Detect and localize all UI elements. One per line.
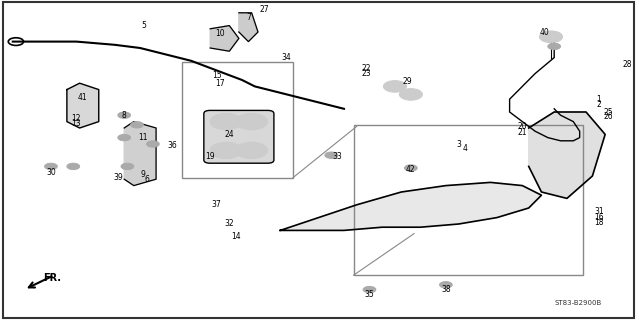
Circle shape (363, 286, 376, 293)
Circle shape (325, 152, 338, 158)
Text: 37: 37 (211, 200, 222, 209)
Text: 21: 21 (518, 128, 527, 137)
Circle shape (540, 31, 562, 43)
Text: 2: 2 (596, 100, 601, 108)
Circle shape (131, 122, 143, 128)
Text: 14: 14 (231, 232, 241, 241)
Circle shape (210, 142, 242, 158)
Text: 29: 29 (403, 77, 413, 86)
Text: 4: 4 (462, 144, 468, 153)
Circle shape (147, 141, 159, 147)
Circle shape (440, 282, 452, 288)
Bar (182, 62, 293, 178)
Text: 7: 7 (246, 13, 251, 22)
Polygon shape (124, 122, 156, 186)
Text: 5: 5 (141, 21, 146, 30)
Circle shape (210, 114, 242, 130)
Text: FR.: FR. (43, 273, 61, 284)
Text: 24: 24 (224, 130, 234, 139)
Circle shape (121, 163, 134, 170)
Text: 6: 6 (144, 175, 149, 184)
Text: 28: 28 (623, 60, 632, 68)
Polygon shape (239, 13, 258, 42)
Text: 36: 36 (167, 141, 177, 150)
Circle shape (399, 89, 422, 100)
Circle shape (548, 43, 561, 50)
Text: 39: 39 (113, 173, 123, 182)
Text: 13: 13 (71, 119, 82, 128)
Text: 17: 17 (215, 79, 225, 88)
Circle shape (236, 142, 268, 158)
Text: 3: 3 (456, 140, 461, 148)
FancyBboxPatch shape (204, 110, 274, 163)
Polygon shape (210, 26, 239, 51)
Text: 1: 1 (596, 95, 601, 104)
Circle shape (236, 114, 268, 130)
Bar (354, 125, 583, 275)
Circle shape (404, 165, 417, 171)
Text: 9: 9 (141, 170, 146, 179)
Text: 16: 16 (594, 213, 604, 222)
Text: 30: 30 (46, 168, 56, 177)
Text: 20: 20 (517, 122, 527, 131)
Text: 35: 35 (364, 290, 375, 299)
Text: 15: 15 (211, 71, 222, 80)
Text: 25: 25 (603, 108, 613, 116)
Text: 41: 41 (78, 93, 88, 102)
Text: 22: 22 (362, 64, 371, 73)
Text: 19: 19 (205, 152, 215, 161)
Text: 34: 34 (282, 53, 292, 62)
Text: 40: 40 (540, 28, 550, 36)
Text: 42: 42 (406, 165, 416, 174)
Text: 10: 10 (215, 29, 225, 38)
Text: 33: 33 (333, 152, 343, 161)
Text: 8: 8 (122, 111, 127, 120)
Text: ST83-B2900B: ST83-B2900B (554, 300, 601, 306)
Text: 23: 23 (361, 69, 371, 78)
Text: 12: 12 (72, 114, 81, 123)
Circle shape (45, 163, 57, 170)
Circle shape (118, 112, 131, 118)
Text: 31: 31 (594, 207, 604, 216)
Circle shape (118, 134, 131, 141)
Circle shape (67, 163, 80, 170)
Circle shape (383, 81, 406, 92)
Text: 18: 18 (594, 218, 603, 227)
Text: 27: 27 (259, 5, 269, 14)
Polygon shape (529, 112, 605, 198)
Text: 11: 11 (139, 133, 148, 142)
Text: 26: 26 (603, 112, 613, 121)
Text: 38: 38 (441, 285, 451, 294)
Text: 32: 32 (224, 220, 234, 228)
Polygon shape (67, 83, 99, 128)
Polygon shape (280, 182, 541, 230)
